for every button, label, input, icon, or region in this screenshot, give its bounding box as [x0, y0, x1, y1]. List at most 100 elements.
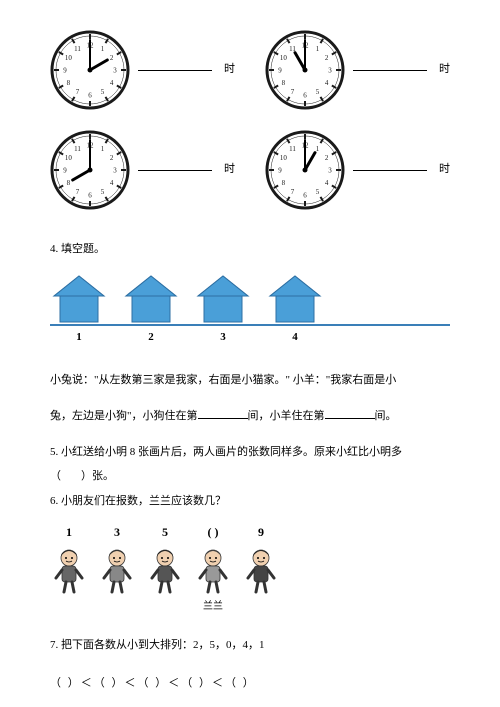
svg-text:2: 2: [110, 154, 114, 162]
clock-face: 121234567891011: [50, 130, 130, 210]
svg-text:2: 2: [110, 54, 114, 62]
q7-pattern: （ ）＜（ ）＜（ ）＜（ ）＜（ ）: [50, 674, 450, 694]
svg-text:3: 3: [113, 167, 117, 175]
svg-text:5: 5: [316, 188, 320, 196]
svg-text:1: 1: [101, 145, 105, 153]
kid-icon: [146, 546, 184, 594]
svg-text:8: 8: [282, 179, 286, 187]
svg-text:11: 11: [74, 145, 81, 153]
q4-line1: 小兔说："从左数第三家是我家，右面是小猫家。" 小羊："我家右面是小: [50, 368, 450, 392]
houses-row: [50, 272, 450, 326]
svg-text:10: 10: [280, 154, 288, 162]
q5-prefix: 5. 小红送给小明 8 张画片后，两人画片的张数同样多。原来小红比小明多: [50, 446, 402, 458]
svg-text:7: 7: [76, 188, 80, 196]
svg-text:1: 1: [316, 145, 320, 153]
svg-text:10: 10: [280, 54, 288, 62]
svg-text:6: 6: [88, 92, 92, 100]
q4-line2-mid: 间，小羊住在第: [248, 410, 325, 422]
clock-answer-blank[interactable]: [353, 70, 427, 71]
svg-text:9: 9: [63, 67, 67, 75]
kid-column: 5: [146, 522, 184, 594]
clocks-grid: 121234567891011 时 121234567891011 时 1212…: [50, 30, 450, 210]
kid-number: ( ): [208, 522, 219, 544]
house-number: 3: [194, 328, 252, 348]
svg-text:4: 4: [110, 79, 114, 87]
svg-text:11: 11: [74, 45, 81, 53]
kid-number: 9: [258, 522, 264, 544]
clock-answer-blank[interactable]: [138, 170, 212, 171]
clock-face: 121234567891011: [265, 30, 345, 110]
svg-text:1: 1: [316, 45, 320, 53]
kid-icon: [194, 546, 232, 594]
q5-paren-close: ）张。: [81, 470, 114, 482]
q4-blank-2[interactable]: [325, 418, 375, 419]
kid-column: 9: [242, 522, 280, 594]
q4-blank-1[interactable]: [198, 418, 248, 419]
kid-icon: [242, 546, 280, 594]
clock-answer-blank[interactable]: [353, 170, 427, 171]
q4-line2: 兔，左边是小狗"，小狗住在第 间，小羊住在第 间。: [50, 404, 450, 428]
clock-label-suffix: 时: [220, 160, 235, 180]
q4-line2-suffix: 间。: [375, 410, 397, 422]
clock-label-suffix: 时: [435, 60, 450, 80]
svg-text:9: 9: [278, 167, 282, 175]
svg-text:5: 5: [316, 88, 320, 96]
svg-text:11: 11: [289, 145, 296, 153]
svg-text:7: 7: [291, 188, 295, 196]
svg-text:6: 6: [303, 92, 307, 100]
house-icon: [194, 272, 252, 324]
svg-text:3: 3: [328, 167, 332, 175]
svg-text:9: 9: [63, 167, 67, 175]
clock-item: 121234567891011 时: [50, 30, 235, 110]
clock-item: 121234567891011 时: [265, 30, 450, 110]
house-number: 4: [266, 328, 324, 348]
q4-line2-prefix: 兔，左边是小狗"，小狗住在第: [50, 410, 198, 422]
clock-face: 121234567891011: [50, 30, 130, 110]
svg-text:1: 1: [101, 45, 105, 53]
q4-title: 4. 填空题。: [50, 240, 450, 260]
house-icon: [50, 272, 108, 324]
house-number: 1: [50, 328, 108, 348]
svg-text:5: 5: [101, 188, 105, 196]
q5-text: 5. 小红送给小明 8 张画片后，两人画片的张数同样多。原来小红比小明多 （ ）张…: [50, 440, 450, 488]
kid-icon: [50, 546, 88, 594]
kid-column: ( ) 兰兰: [194, 522, 232, 616]
svg-text:5: 5: [101, 88, 105, 96]
clock-label-suffix: 时: [220, 60, 235, 80]
svg-text:9: 9: [278, 67, 282, 75]
svg-text:8: 8: [67, 179, 71, 187]
svg-text:3: 3: [328, 67, 332, 75]
svg-text:2: 2: [325, 154, 329, 162]
q5-paren-open: （: [50, 470, 61, 482]
svg-text:10: 10: [65, 54, 73, 62]
kid-column: 3: [98, 522, 136, 594]
kids-row: 1 3 5: [50, 522, 450, 616]
clock-item: 121234567891011 时: [265, 130, 450, 210]
q6-title: 6. 小朋友们在报数，兰兰应该数几？: [50, 492, 450, 512]
svg-text:6: 6: [303, 192, 307, 200]
svg-text:4: 4: [325, 79, 329, 87]
house-icon: [266, 272, 324, 324]
clock-item: 121234567891011 时: [50, 130, 235, 210]
clock-face: 121234567891011: [265, 130, 345, 210]
house-icon: [122, 272, 180, 324]
svg-text:8: 8: [67, 79, 71, 87]
house-numbers: 1234: [50, 328, 450, 348]
clock-label-suffix: 时: [435, 160, 450, 180]
clock-answer-blank[interactable]: [138, 70, 212, 71]
house-number: 2: [122, 328, 180, 348]
kid-number: 5: [162, 522, 168, 544]
svg-text:6: 6: [88, 192, 92, 200]
svg-text:8: 8: [282, 79, 286, 87]
kid-number: 1: [66, 522, 72, 544]
svg-text:7: 7: [76, 88, 80, 96]
svg-text:3: 3: [113, 67, 117, 75]
svg-text:2: 2: [325, 54, 329, 62]
q7-title: 7. 把下面各数从小到大排列：2，5，0，4，1: [50, 636, 450, 656]
svg-text:10: 10: [65, 154, 73, 162]
kid-column: 1: [50, 522, 88, 594]
svg-text:7: 7: [291, 88, 295, 96]
svg-text:4: 4: [325, 179, 329, 187]
svg-text:4: 4: [110, 179, 114, 187]
kid-number: 3: [114, 522, 120, 544]
